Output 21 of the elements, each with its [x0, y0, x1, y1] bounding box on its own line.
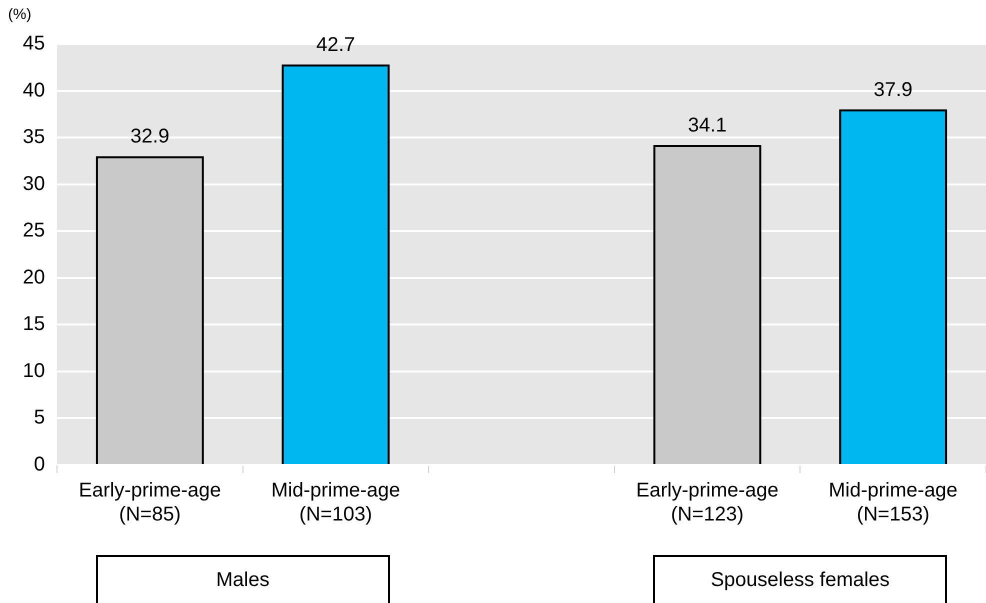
- y-tick-label: 20: [22, 266, 45, 288]
- x-tick-label: Early-prime-age (N=85): [78, 480, 222, 526]
- y-tick-label: 45: [22, 32, 45, 55]
- data-label: 37.9: [874, 78, 913, 101]
- y-tick-label: 35: [22, 126, 45, 148]
- x-tick-label: Mid-prime-age (N=153): [828, 480, 958, 526]
- y-tick-label: 25: [22, 220, 45, 242]
- y-tick-label: 40: [22, 79, 45, 102]
- text: Spouseless females: [653, 555, 947, 603]
- data-label: 34.1: [688, 114, 727, 136]
- x-tick-label: Early-prime-age (N=123): [636, 480, 778, 526]
- y-tick-label: 30: [22, 172, 45, 195]
- text: Males: [96, 555, 390, 603]
- data-label: 42.7: [316, 34, 356, 56]
- y-tick-label: 5: [34, 406, 45, 429]
- y-axis-title: (%): [8, 6, 32, 23]
- y-tick-label: 10: [22, 360, 45, 382]
- data-label: 32.9: [130, 126, 170, 148]
- x-tick-label: Mid-prime-age (N=103): [271, 480, 400, 526]
- y-tick-label: 15: [22, 313, 45, 336]
- y-tick-label: 0: [34, 454, 45, 476]
